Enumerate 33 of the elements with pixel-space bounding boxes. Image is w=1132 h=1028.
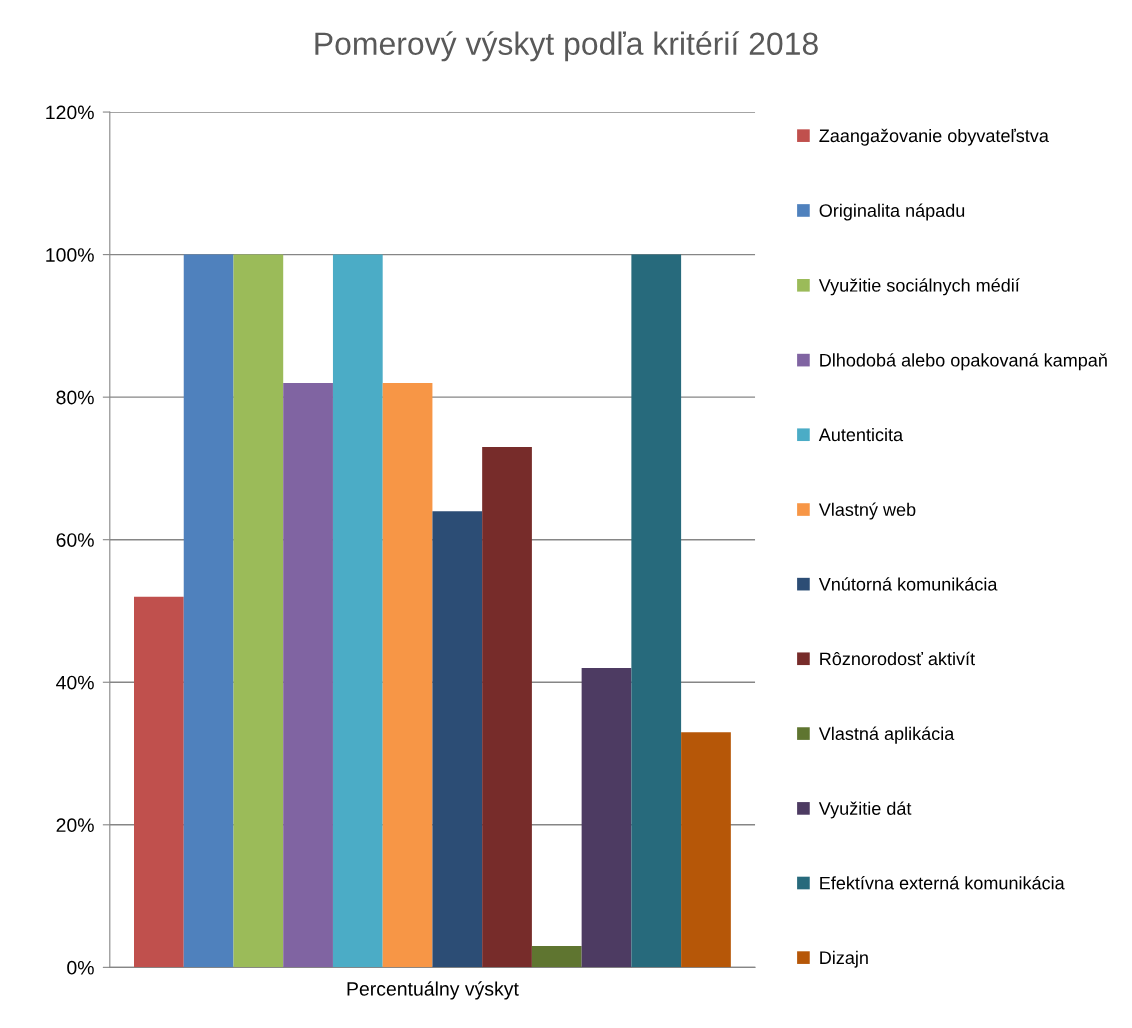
y-tick-label: 80% bbox=[56, 390, 94, 405]
y-tick-label: 20% bbox=[56, 818, 94, 833]
legend-label: Originalita nápadu bbox=[819, 203, 965, 221]
bar bbox=[332, 254, 383, 968]
y-tick-label: 60% bbox=[56, 533, 94, 547]
bar bbox=[382, 382, 433, 968]
bar bbox=[581, 667, 632, 968]
y-tick-label: 0% bbox=[67, 960, 94, 975]
chart-title: Pomerový výskyt podľa kritérií 2018 bbox=[315, 31, 818, 62]
legend-label: Vlastná aplikácia bbox=[818, 726, 955, 744]
y-tick-label: 120% bbox=[46, 105, 94, 120]
legend-label: Rôznorodosť aktivít bbox=[820, 651, 975, 666]
bar bbox=[681, 732, 731, 968]
legend-label: Zaangažovanie obyvateľstva bbox=[819, 128, 1049, 146]
legend-label: Vnútorná komunikácia bbox=[818, 577, 998, 591]
legend-label: Dlhodobá alebo opakovaná kampaň bbox=[820, 353, 1107, 371]
bar bbox=[531, 945, 582, 968]
legend-label: Vlastný web bbox=[818, 502, 916, 520]
x-tick-label: Percentuálny výskyt bbox=[347, 981, 519, 1000]
bar bbox=[482, 447, 532, 968]
bar bbox=[183, 254, 234, 968]
y-tick-label: 40% bbox=[56, 675, 94, 690]
legend-label: Efektívna externá komunikácia bbox=[820, 876, 1065, 890]
bar bbox=[432, 511, 483, 968]
bar bbox=[283, 382, 333, 968]
bar bbox=[631, 254, 682, 968]
legend-label: Využitie dát bbox=[818, 801, 912, 819]
y-tick-label: 100% bbox=[46, 248, 94, 262]
bar bbox=[134, 596, 184, 968]
legend-label: Využitie sociálnych médií bbox=[818, 278, 1020, 296]
legend-label: Dizajn bbox=[820, 950, 868, 968]
legend-label: Autenticita bbox=[818, 427, 904, 442]
bar bbox=[233, 254, 284, 968]
